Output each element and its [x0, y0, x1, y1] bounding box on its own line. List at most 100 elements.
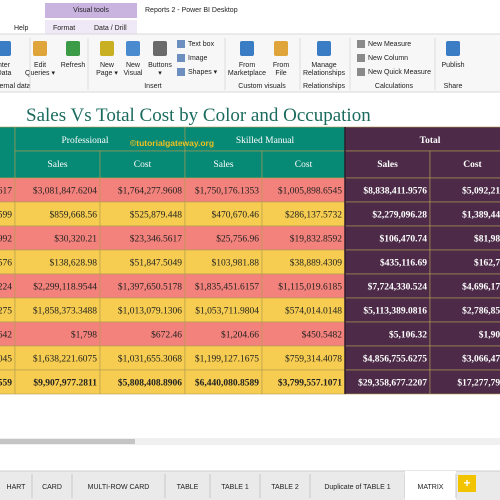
matrix-cell: $574,014.0148: [285, 306, 342, 317]
ribbon-button-label[interactable]: Data: [0, 70, 11, 77]
ribbon-small-button[interactable]: New Measure: [368, 41, 411, 48]
ribbon-tab[interactable]: Help: [14, 25, 29, 32]
small-icon[interactable]: [177, 40, 185, 48]
ribbon-group-label: ernal data: [0, 83, 31, 90]
column-group-header[interactable]: Skilled Manual: [236, 136, 295, 146]
ribbon-button-label[interactable]: Refresh: [61, 62, 86, 69]
button-icon[interactable]: [100, 41, 114, 56]
button-icon[interactable]: [0, 41, 11, 56]
ribbon-tab[interactable]: Data / Drill: [94, 25, 127, 32]
scrollbar-thumb[interactable]: [0, 439, 135, 444]
matrix-cell: $859,668.56: [50, 210, 98, 221]
measure-header[interactable]: Cost: [463, 160, 482, 170]
ribbon-button-label[interactable]: ▾: [158, 70, 162, 77]
active-tab-bg[interactable]: [405, 471, 456, 500]
ribbon-tab[interactable]: Format: [53, 25, 75, 32]
column-group-header[interactable]: Total: [420, 136, 441, 146]
matrix-cell: $2,299,118.9544: [33, 282, 97, 293]
matrix-cell: $30,320.21: [54, 234, 97, 245]
button-icon[interactable]: [153, 41, 167, 56]
ribbon-group-label: Insert: [144, 83, 162, 90]
cell-bg: [99, 369, 186, 395]
ribbon-button-label[interactable]: Manage: [311, 62, 336, 69]
add-tab-button[interactable]: [458, 475, 476, 492]
button-icon[interactable]: [274, 41, 288, 56]
button-icon[interactable]: [317, 41, 331, 56]
matrix-cell: $1,199,127.1675: [195, 354, 259, 365]
matrix-cell: $19,832.8592: [290, 234, 343, 245]
cell-bg: [14, 321, 101, 347]
cell-bg: [14, 297, 101, 323]
ribbon-button-label[interactable]: New: [126, 62, 141, 69]
ribbon-group-label: Share: [444, 83, 463, 90]
ribbon-button-label[interactable]: Page ▾: [96, 70, 118, 77]
page-tab[interactable]: TABLE 2: [271, 484, 299, 491]
cell-bg: [344, 321, 431, 347]
ribbon-button-label[interactable]: From: [239, 62, 256, 69]
cell-bg: [184, 177, 263, 203]
cell-bg: [184, 297, 263, 323]
cell-bg: [14, 249, 101, 275]
matrix-cell: $106,470.74: [380, 234, 428, 245]
matrix-cell: $1,750,176.1353: [195, 186, 259, 197]
ribbon-button-label[interactable]: File: [275, 70, 286, 77]
button-icon[interactable]: [66, 41, 80, 56]
measure-header[interactable]: Sales: [47, 160, 67, 170]
matrix: Professional Skilled Manual Total Sales Cost…: [0, 126, 500, 395]
ribbon-button-label[interactable]: Visual: [124, 70, 143, 77]
page-tab[interactable]: CARD: [42, 484, 62, 491]
button-icon[interactable]: [33, 41, 47, 56]
button-icon[interactable]: [240, 41, 254, 56]
measure-header[interactable]: Sales: [213, 160, 233, 170]
matrix-cell: $1,204.66: [221, 330, 259, 341]
ribbon-small-button[interactable]: New Quick Measure: [368, 69, 431, 76]
measure-header[interactable]: Cost: [134, 160, 152, 170]
small-icon[interactable]: [357, 40, 365, 48]
matrix-cell: $5,808,408.8906: [118, 378, 182, 389]
ribbon-small-button[interactable]: Text box: [188, 41, 215, 48]
button-icon[interactable]: [446, 41, 460, 56]
matrix-cell: $1,858,373.3488: [33, 306, 97, 317]
matrix-cell: 576: [0, 259, 12, 269]
matrix-cell: $5,092,217.0: [462, 186, 500, 197]
scrollbar[interactable]: [0, 438, 500, 445]
cell-bg: [14, 225, 101, 251]
add-tab-label[interactable]: +: [463, 476, 470, 490]
small-icon[interactable]: [357, 68, 365, 76]
ribbon-button-label[interactable]: Buttons: [148, 62, 172, 69]
ribbon-button-label[interactable]: Publish: [442, 62, 465, 69]
ribbon-button-label[interactable]: nter: [0, 62, 11, 69]
column-group-header[interactable]: Professional: [62, 135, 109, 146]
cell-bg: [429, 201, 500, 227]
button-icon[interactable]: [126, 41, 140, 56]
page-tab[interactable]: Duplicate of TABLE 1: [324, 484, 390, 491]
matrix-cell: $525,879.448: [130, 210, 183, 221]
ribbon-small-button[interactable]: Image: [188, 55, 208, 62]
ribbon-small-button[interactable]: Shapes ▾: [188, 69, 218, 76]
cell-bg: [344, 225, 431, 251]
ribbon-button-label[interactable]: Relationships: [303, 70, 346, 77]
ribbon-small-button[interactable]: New Column: [368, 55, 408, 62]
ribbon-button-label[interactable]: New: [100, 62, 115, 69]
ribbon-button-label[interactable]: Edit: [34, 62, 46, 69]
measure-header[interactable]: Cost: [295, 160, 313, 170]
context-tabs-bg: [45, 20, 137, 34]
page-tab[interactable]: MULTI-ROW CARD: [88, 484, 150, 491]
cell-bg: [261, 297, 346, 323]
ribbon-button-label[interactable]: Marketplace: [228, 70, 266, 77]
small-icon[interactable]: [177, 54, 185, 62]
matrix-cell: $103,981.88: [212, 258, 260, 269]
small-icon[interactable]: [357, 54, 365, 62]
page-tab[interactable]: TABLE 1: [221, 484, 249, 491]
page-tab[interactable]: TABLE: [177, 484, 199, 491]
cell-bg: [429, 297, 500, 323]
matrix-cell: 617: [0, 187, 12, 197]
ribbon-group-label: Relationships: [303, 83, 346, 90]
cell-bg: [261, 273, 346, 299]
ribbon-button-label[interactable]: Queries ▾: [25, 70, 55, 77]
page-tab[interactable]: MATRIX: [418, 484, 444, 491]
small-icon[interactable]: [177, 68, 185, 76]
page-tab[interactable]: HART: [7, 484, 27, 491]
ribbon-button-label[interactable]: From: [273, 62, 290, 69]
measure-header[interactable]: Sales: [377, 160, 398, 170]
